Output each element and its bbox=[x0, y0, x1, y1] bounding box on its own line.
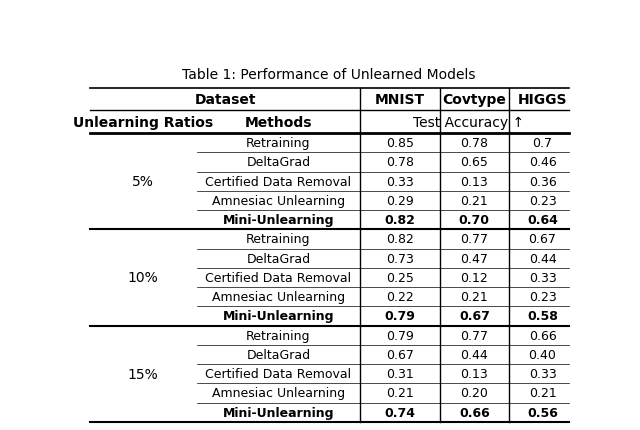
Text: Test Accuracy ↑: Test Accuracy ↑ bbox=[413, 116, 524, 129]
Text: MNIST: MNIST bbox=[375, 93, 425, 107]
Text: 0.67: 0.67 bbox=[459, 310, 490, 322]
Text: 0.58: 0.58 bbox=[527, 310, 558, 322]
Text: 0.64: 0.64 bbox=[527, 214, 558, 227]
Text: Mini-Unlearning: Mini-Unlearning bbox=[223, 405, 334, 419]
Text: 0.67: 0.67 bbox=[386, 348, 414, 361]
Text: Mini-Unlearning: Mini-Unlearning bbox=[223, 310, 334, 322]
Text: 0.13: 0.13 bbox=[460, 367, 488, 380]
Text: 0.23: 0.23 bbox=[529, 290, 556, 304]
Text: 0.7: 0.7 bbox=[532, 137, 552, 150]
Text: 0.65: 0.65 bbox=[460, 156, 488, 169]
Text: 0.44: 0.44 bbox=[460, 348, 488, 361]
Text: DeltaGrad: DeltaGrad bbox=[246, 348, 310, 361]
Text: Retraining: Retraining bbox=[246, 137, 310, 150]
Text: 0.79: 0.79 bbox=[386, 329, 414, 342]
Text: 0.22: 0.22 bbox=[386, 290, 414, 304]
Text: Certified Data Removal: Certified Data Removal bbox=[205, 271, 351, 284]
Text: 10%: 10% bbox=[128, 271, 159, 285]
Text: Mini-Unlearning: Mini-Unlearning bbox=[223, 214, 334, 227]
Text: 0.25: 0.25 bbox=[386, 271, 414, 284]
Text: 0.40: 0.40 bbox=[529, 348, 556, 361]
Text: 0.47: 0.47 bbox=[460, 252, 488, 265]
Text: 0.56: 0.56 bbox=[527, 405, 558, 419]
Text: 0.66: 0.66 bbox=[459, 405, 490, 419]
Text: 0.33: 0.33 bbox=[529, 271, 556, 284]
Text: 0.79: 0.79 bbox=[385, 310, 415, 322]
Text: 0.33: 0.33 bbox=[529, 367, 556, 380]
Text: 0.78: 0.78 bbox=[386, 156, 414, 169]
Text: 0.82: 0.82 bbox=[385, 214, 415, 227]
Text: 0.85: 0.85 bbox=[386, 137, 414, 150]
Text: 0.21: 0.21 bbox=[529, 387, 556, 399]
Text: 0.31: 0.31 bbox=[386, 367, 414, 380]
Text: Retraining: Retraining bbox=[246, 233, 310, 246]
Text: 0.21: 0.21 bbox=[460, 194, 488, 207]
Text: 0.13: 0.13 bbox=[460, 175, 488, 188]
Text: Table 1: Performance of Unlearned Models: Table 1: Performance of Unlearned Models bbox=[182, 68, 476, 82]
Text: Dataset: Dataset bbox=[195, 93, 256, 107]
Text: 0.20: 0.20 bbox=[460, 387, 488, 399]
Text: 0.78: 0.78 bbox=[460, 137, 488, 150]
Text: 0.70: 0.70 bbox=[459, 214, 490, 227]
Text: 0.29: 0.29 bbox=[386, 194, 414, 207]
Text: 15%: 15% bbox=[128, 367, 159, 381]
Text: 5%: 5% bbox=[132, 175, 154, 189]
Text: 0.74: 0.74 bbox=[385, 405, 415, 419]
Text: 0.77: 0.77 bbox=[460, 329, 488, 342]
Text: Certified Data Removal: Certified Data Removal bbox=[205, 175, 351, 188]
Text: 0.44: 0.44 bbox=[529, 252, 556, 265]
Text: 0.33: 0.33 bbox=[386, 175, 414, 188]
Text: DeltaGrad: DeltaGrad bbox=[246, 156, 310, 169]
Text: 0.77: 0.77 bbox=[460, 233, 488, 246]
Text: 0.82: 0.82 bbox=[386, 233, 414, 246]
Text: Methods: Methods bbox=[244, 116, 312, 129]
Text: Retraining: Retraining bbox=[246, 329, 310, 342]
Text: 0.67: 0.67 bbox=[529, 233, 556, 246]
Text: DeltaGrad: DeltaGrad bbox=[246, 252, 310, 265]
Text: Covtype: Covtype bbox=[442, 93, 506, 107]
Text: 0.46: 0.46 bbox=[529, 156, 556, 169]
Text: 0.21: 0.21 bbox=[386, 387, 414, 399]
Text: 0.12: 0.12 bbox=[460, 271, 488, 284]
Text: Unlearning Ratios: Unlearning Ratios bbox=[73, 116, 213, 129]
Text: Certified Data Removal: Certified Data Removal bbox=[205, 367, 351, 380]
Text: 0.66: 0.66 bbox=[529, 329, 556, 342]
Text: Amnesiac Unlearning: Amnesiac Unlearning bbox=[212, 387, 345, 399]
Text: 0.73: 0.73 bbox=[386, 252, 414, 265]
Text: Amnesiac Unlearning: Amnesiac Unlearning bbox=[212, 194, 345, 207]
Text: 0.36: 0.36 bbox=[529, 175, 556, 188]
Text: 0.21: 0.21 bbox=[460, 290, 488, 304]
Text: Amnesiac Unlearning: Amnesiac Unlearning bbox=[212, 290, 345, 304]
Text: 0.23: 0.23 bbox=[529, 194, 556, 207]
Text: HIGGS: HIGGS bbox=[518, 93, 567, 107]
